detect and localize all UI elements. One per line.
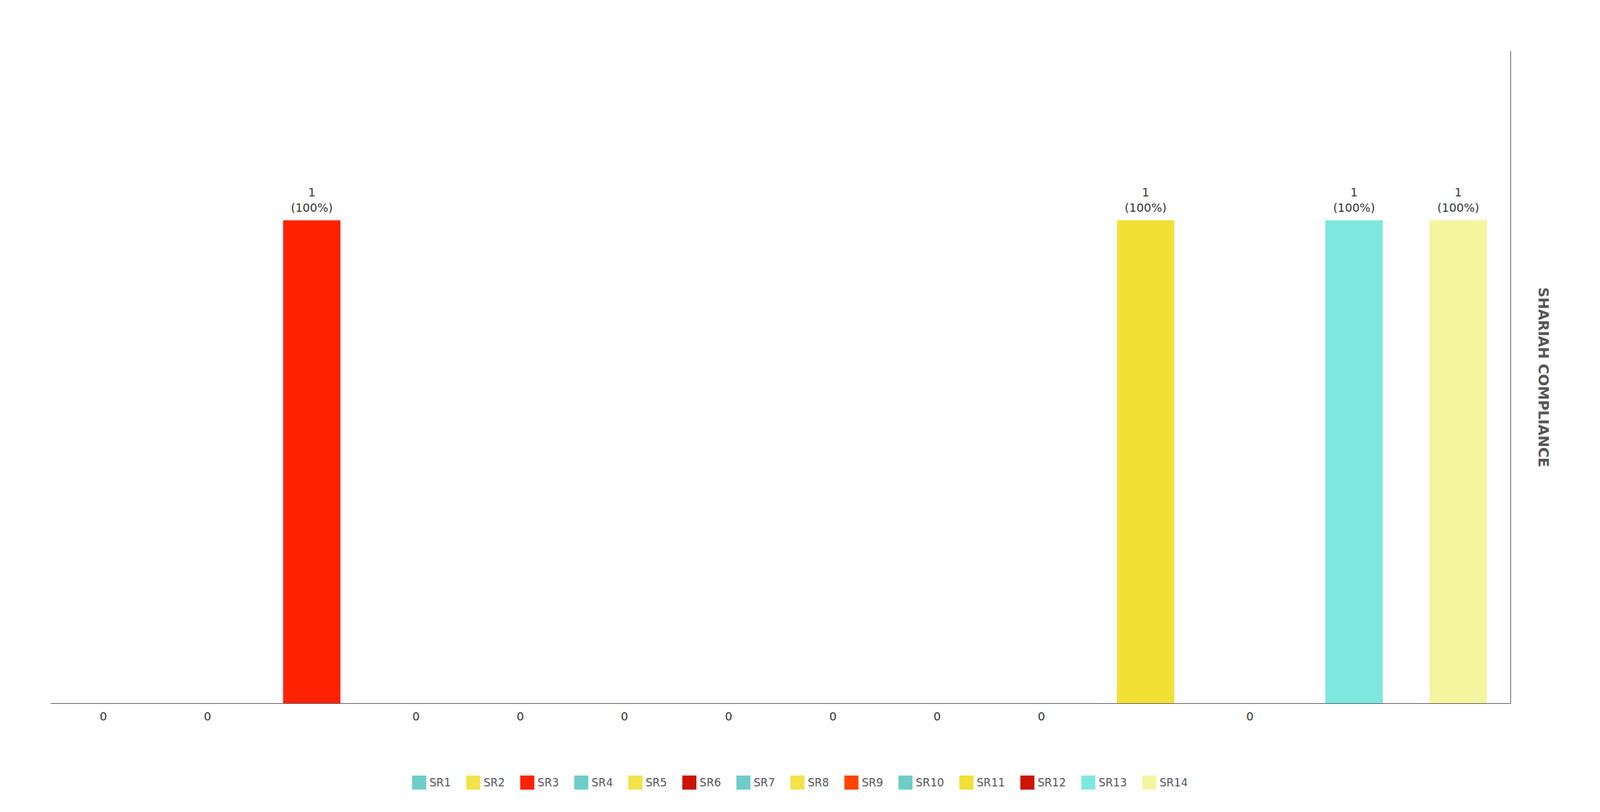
svg-text:0: 0 [1037,709,1045,724]
svg-text:SR10: SR10 [915,776,944,790]
svg-text:SR13: SR13 [1098,776,1128,790]
svg-text:SR12: SR12 [1037,776,1066,790]
svg-text:SR4: SR4 [591,776,613,790]
svg-text:SR9: SR9 [861,776,883,790]
svg-text:SR7: SR7 [753,776,776,790]
svg-text:(100%): (100%) [1124,200,1167,215]
svg-text:SR1: SR1 [429,776,451,790]
svg-text:1: 1 [1454,185,1462,200]
svg-text:0: 0 [1246,709,1254,724]
svg-text:0: 0 [725,709,733,724]
svg-text:0: 0 [412,709,420,724]
svg-text:(100%): (100%) [1437,200,1480,215]
svg-text:0: 0 [204,709,212,724]
svg-text:SR2: SR2 [483,776,505,790]
svg-text:SR8: SR8 [807,776,829,790]
svg-text:(100%): (100%) [1333,200,1376,215]
svg-text:SR14: SR14 [1159,776,1188,790]
svg-text:SR5: SR5 [645,776,667,790]
svg-text:0: 0 [99,709,107,724]
svg-text:1: 1 [307,185,315,200]
svg-text:1: 1 [1350,185,1358,200]
svg-text:0: 0 [829,709,837,724]
svg-text:0: 0 [516,709,524,724]
svg-text:0: 0 [933,709,941,724]
svg-text:1: 1 [1141,185,1149,200]
svg-text:0: 0 [620,709,628,724]
svg-text:SR6: SR6 [699,776,721,790]
svg-text:SHARIAH COMPLIANCE: SHARIAH COMPLIANCE [1535,287,1552,468]
svg-text:SR3: SR3 [537,776,559,790]
svg-text:(100%): (100%) [290,200,333,215]
svg-text:SR11: SR11 [976,776,1005,790]
